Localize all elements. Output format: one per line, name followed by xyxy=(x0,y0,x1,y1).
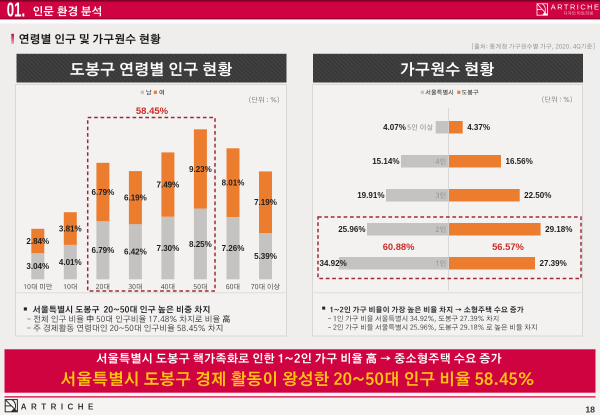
svg-text:18: 18 xyxy=(585,404,595,414)
svg-text:27.39%: 27.39% xyxy=(540,259,567,268)
svg-text:6.79%: 6.79% xyxy=(91,246,114,255)
svg-text:7.19%: 7.19% xyxy=(254,198,277,207)
svg-text:25.96%: 25.96% xyxy=(338,225,365,234)
svg-text:8.25%: 8.25% xyxy=(189,240,212,249)
svg-text:58.45%: 58.45% xyxy=(136,106,169,117)
svg-text:9.23%: 9.23% xyxy=(189,165,212,174)
svg-text:4.07%: 4.07% xyxy=(383,123,406,132)
svg-text:01.: 01. xyxy=(7,0,25,22)
svg-text:6.79%: 6.79% xyxy=(91,188,114,197)
svg-text:7.26%: 7.26% xyxy=(222,244,245,253)
svg-text:ARTRICHE: ARTRICHE xyxy=(551,3,600,12)
svg-text:6.19%: 6.19% xyxy=(124,194,147,203)
svg-text:7.49%: 7.49% xyxy=(156,180,179,189)
svg-text:19.91%: 19.91% xyxy=(357,191,384,200)
svg-text:29.18%: 29.18% xyxy=(545,225,572,234)
svg-text:4.37%: 4.37% xyxy=(467,123,490,132)
svg-text:15.14%: 15.14% xyxy=(372,157,399,166)
svg-text:3.81%: 3.81% xyxy=(59,224,82,233)
svg-text:16.56%: 16.56% xyxy=(506,157,533,166)
svg-text:22.50%: 22.50% xyxy=(524,191,551,200)
svg-text:34.92%: 34.92% xyxy=(320,259,347,268)
svg-text:4.01%: 4.01% xyxy=(59,258,82,267)
svg-text:ARTRICHE: ARTRICHE xyxy=(21,402,98,411)
svg-text:5.39%: 5.39% xyxy=(254,252,277,261)
svg-text:56.57%: 56.57% xyxy=(492,241,524,252)
svg-text:2.84%: 2.84% xyxy=(26,237,49,246)
svg-text:7.30%: 7.30% xyxy=(156,244,179,253)
svg-text:8.01%: 8.01% xyxy=(222,179,245,188)
svg-text:6.42%: 6.42% xyxy=(124,248,147,257)
svg-text:3.04%: 3.04% xyxy=(26,262,49,271)
svg-text:60.88%: 60.88% xyxy=(383,241,415,252)
